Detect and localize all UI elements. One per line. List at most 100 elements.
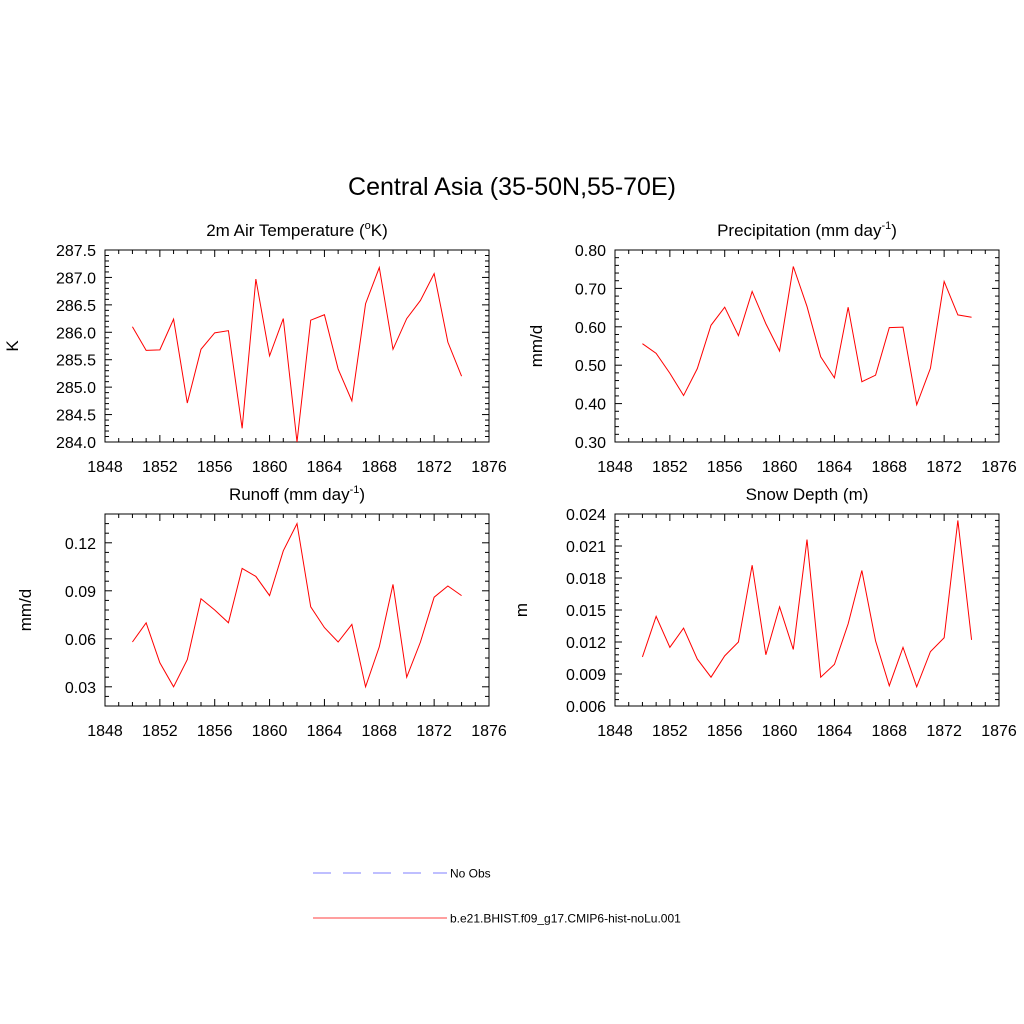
panel-3: 1848 1852 1856 1860 1864 1868 1872 1876 0.03 0.06… — [16, 484, 507, 740]
y-axis-label: K — [3, 340, 22, 352]
x-tick-label: 1860 — [762, 459, 798, 476]
x-tick-label: 1868 — [871, 723, 907, 740]
panel-title: 2m Air Temperature (oK) — [206, 220, 388, 240]
data-point — [820, 356, 821, 357]
y-tick-label: 0.40 — [575, 397, 606, 414]
series-line — [131, 265, 463, 443]
data-point — [642, 343, 643, 344]
x-tick-label: 1872 — [416, 459, 452, 476]
data-point — [697, 368, 698, 369]
y-tick-label: 0.021 — [566, 539, 606, 556]
y-tick-label: 287.0 — [56, 270, 96, 287]
panel-title-sup: -1 — [350, 484, 360, 496]
data-point — [752, 565, 753, 566]
data-point — [255, 279, 256, 280]
data-point — [173, 319, 174, 320]
data-point — [957, 520, 958, 521]
panel-4: 1848 1852 1856 1860 1864 1868 1872 1876 0.006 0.0… — [512, 485, 1017, 740]
legend-label-model: b.e21.BHIST.f09_g17.CMIP6-hist-noLu.001 — [450, 912, 681, 926]
data-point — [903, 647, 904, 648]
data-point — [834, 664, 835, 665]
y-tick-label: 0.015 — [566, 603, 606, 620]
y-tick-label: 0.09 — [65, 584, 96, 601]
data-point — [228, 622, 229, 623]
panels: 1848 1852 1856 1860 1864 1868 1872 1876 284.0 284… — [3, 220, 1017, 740]
y-tick-label: 0.06 — [65, 632, 96, 649]
x-tick-label: 1872 — [926, 723, 962, 740]
data-point — [711, 325, 712, 326]
x-tick-label: 1876 — [471, 459, 507, 476]
x-tick-label: 1876 — [981, 723, 1017, 740]
series-line — [641, 520, 973, 689]
data-point — [765, 323, 766, 324]
data-point — [875, 640, 876, 641]
panel-title-tail: ) — [891, 221, 897, 240]
series-line — [642, 266, 972, 407]
y-tick-label: 0.70 — [575, 281, 606, 298]
panel-title: Runoff (mm day-1) — [229, 484, 365, 504]
series-line — [132, 522, 462, 689]
data-point — [187, 659, 188, 660]
data-point — [656, 616, 657, 617]
x-tick-label: 1872 — [416, 723, 452, 740]
data-point — [159, 349, 160, 350]
data-point — [944, 637, 945, 638]
panel-title-text: Precipitation (mm day — [717, 221, 882, 240]
data-point — [848, 307, 849, 308]
data-point — [132, 642, 133, 643]
data-point — [834, 377, 835, 378]
data-point — [324, 314, 325, 315]
plot-frame — [104, 513, 490, 707]
data-point — [461, 595, 462, 596]
x-tick-label: 1864 — [817, 723, 853, 740]
data-point — [669, 373, 670, 374]
data-point — [642, 656, 643, 657]
data-point — [875, 375, 876, 376]
data-point — [461, 376, 462, 377]
x-tick-label: 1856 — [197, 723, 233, 740]
data-point — [656, 353, 657, 354]
x-tick-label: 1848 — [87, 459, 123, 476]
data-point — [683, 628, 684, 629]
data-point — [365, 303, 366, 304]
y-tick-label: 286.5 — [56, 298, 96, 315]
data-point — [420, 300, 421, 301]
data-point — [242, 428, 243, 429]
legend-label-no-obs: No Obs — [450, 867, 491, 881]
panel-2: 1848 1852 1856 1860 1864 1868 1872 1876 0.30 0.40… — [527, 220, 1017, 476]
data-point — [807, 306, 808, 307]
x-tick-label: 1856 — [707, 723, 743, 740]
x-tick-label: 1860 — [762, 723, 798, 740]
data-point — [269, 355, 270, 356]
y-tick-label: 287.5 — [56, 243, 96, 260]
x-tick-label: 1864 — [307, 723, 343, 740]
data-point — [324, 627, 325, 628]
data-point — [971, 639, 972, 640]
data-point — [903, 327, 904, 328]
data-point — [434, 273, 435, 274]
data-point — [752, 291, 753, 292]
data-point — [146, 350, 147, 351]
panel-title: Snow Depth (m) — [746, 485, 869, 504]
y-tick-label: 285.5 — [56, 353, 96, 370]
data-point — [724, 655, 725, 656]
data-point — [338, 369, 339, 370]
x-tick-label: 1856 — [707, 459, 743, 476]
data-point — [214, 332, 215, 333]
x-tick-label: 1860 — [252, 723, 288, 740]
y-tick-label: 0.024 — [566, 507, 606, 524]
data-point — [820, 677, 821, 678]
y-axis-label: mm/d — [527, 325, 546, 368]
data-point — [310, 320, 311, 321]
data-point — [173, 686, 174, 687]
data-point — [697, 659, 698, 660]
x-tick-label: 1876 — [981, 459, 1017, 476]
data-point — [957, 314, 958, 315]
data-point — [765, 654, 766, 655]
x-tick-label: 1872 — [926, 459, 962, 476]
panel-title-tail: K) — [371, 221, 388, 240]
y-axis-label: m — [512, 603, 531, 617]
y-tick-label: 0.012 — [566, 635, 606, 652]
figure-title: Central Asia (35-50N,55-70E) — [348, 173, 676, 201]
